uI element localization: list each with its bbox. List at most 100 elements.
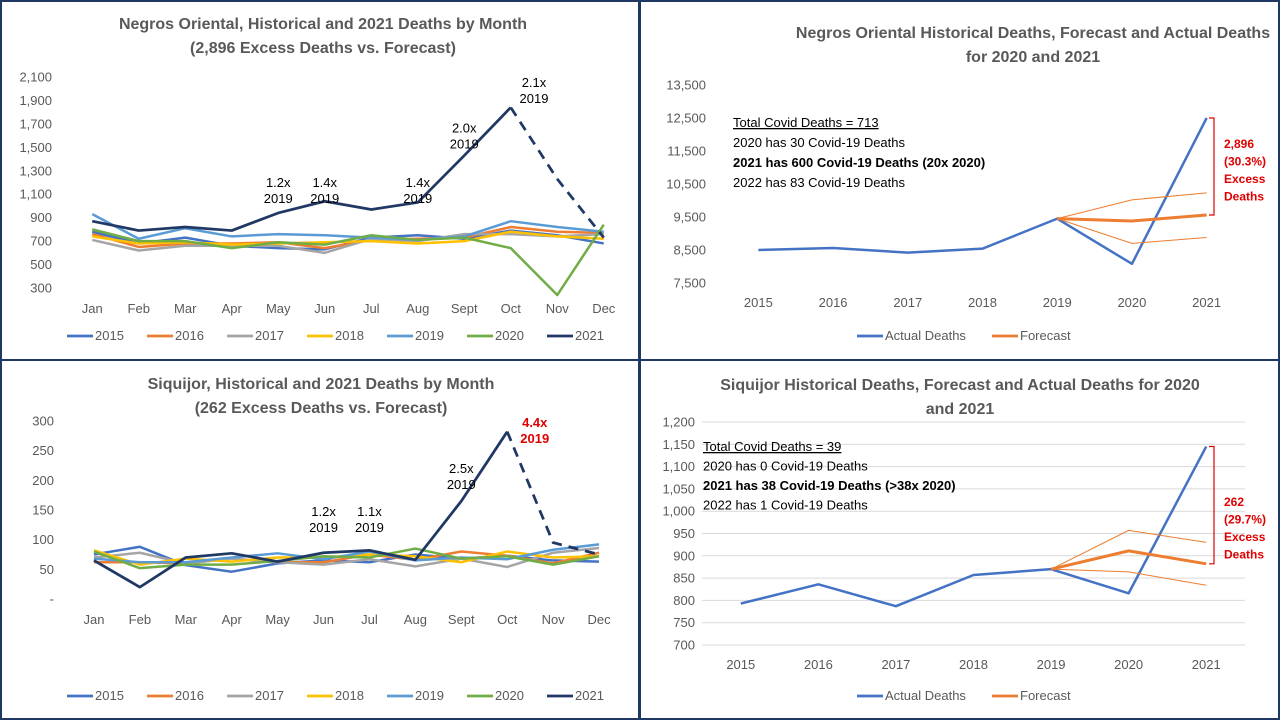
x-tick-label: Sept: [451, 301, 478, 316]
x-tick-label: May: [266, 301, 291, 316]
excess-deaths-label: Excess: [1224, 172, 1266, 186]
excess-bracket: [1209, 447, 1214, 564]
x-tick-label: Jul: [361, 612, 378, 627]
negros-oriental-monthly-panel: Negros Oriental, Historical and 2021 Dea…: [0, 0, 640, 361]
multiple-annotation: 1.1x: [357, 504, 382, 519]
legend-label: Actual Deaths: [885, 328, 966, 343]
y-tick-label: 800: [673, 593, 695, 608]
x-tick-label: Feb: [129, 612, 151, 627]
x-tick-label: Jan: [82, 301, 103, 316]
covid-note-line: 2020 has 0 Covid-19 Deaths: [703, 459, 868, 474]
chart-root: Negros Oriental, Historical and 2021 Dea…: [19, 16, 615, 343]
chart-title-line-2: (2,896 Excess Deaths vs. Forecast): [190, 40, 456, 57]
legend-label: 2016: [175, 328, 204, 343]
legend-label: 2021: [575, 328, 604, 343]
siquijor-monthly-chart: Siquijor, Historical and 2021 Deaths by …: [2, 361, 642, 722]
x-tick-label: Jun: [314, 301, 335, 316]
covid-note-line: Total Covid Deaths = 713: [733, 115, 879, 130]
x-tick-label: Nov: [546, 301, 570, 316]
covid-note-line: 2020 has 30 Covid-19 Deaths: [733, 135, 906, 150]
y-tick-label: 200: [32, 473, 54, 488]
y-tick-label: 900: [30, 210, 52, 225]
chart-root: Siquijor Historical Deaths, Forecast and…: [662, 377, 1266, 703]
x-tick-label: 2020: [1114, 657, 1143, 672]
x-tick-label: Mar: [174, 301, 197, 316]
x-tick-label: Apr: [222, 612, 243, 627]
y-tick-label: 12,500: [666, 111, 706, 126]
x-tick-label: Sept: [448, 612, 475, 627]
y-tick-label: 150: [32, 503, 54, 518]
y-tick-label: 700: [30, 234, 52, 249]
multiple-annotation: 2019: [310, 191, 339, 206]
chart-title-line-1: Negros Oriental, Historical and 2021 Dea…: [119, 16, 527, 33]
excess-deaths-label: (29.7%): [1224, 513, 1266, 527]
negros-oriental-annual-chart: Negros Oriental Historical Deaths, Forec…: [641, 2, 1280, 363]
x-tick-label: Nov: [542, 612, 566, 627]
chart-title-line-1: Siquijor, Historical and 2021 Deaths by …: [148, 376, 495, 393]
x-tick-label: Aug: [404, 612, 427, 627]
legend-label: 2017: [255, 328, 284, 343]
x-tick-label: 2017: [881, 657, 910, 672]
siquijor-annual-panel: Siquijor Historical Deaths, Forecast and…: [639, 359, 1280, 720]
y-tick-label: 1,050: [662, 481, 695, 496]
chart-title-line-2: for 2020 and 2021: [966, 49, 1100, 66]
multiple-annotation: 1.2x: [266, 175, 291, 190]
multiple-annotation: 2019: [309, 520, 338, 535]
x-tick-label: Feb: [128, 301, 150, 316]
excess-bracket: [1209, 118, 1214, 215]
chart-title-line-2: (262 Excess Deaths vs. Forecast): [195, 400, 448, 417]
negros-oriental-monthly-chart: Negros Oriental, Historical and 2021 Dea…: [2, 2, 642, 363]
y-tick-label: 13,500: [666, 78, 706, 93]
legend-label: 2019: [415, 328, 444, 343]
x-tick-label: 2021: [1192, 657, 1221, 672]
x-tick-label: 2021: [1192, 295, 1221, 310]
y-tick-label: 850: [673, 571, 695, 586]
chart-title-line-1: Negros Oriental Historical Deaths, Forec…: [796, 25, 1270, 42]
x-tick-label: Mar: [175, 612, 198, 627]
multiple-annotation: 2019: [450, 137, 479, 152]
x-tick-label: 2018: [959, 657, 988, 672]
chart-title-line-1: Siquijor Historical Deaths, Forecast and…: [720, 377, 1200, 394]
y-tick-label: 250: [32, 443, 54, 458]
y-tick-label: 1,000: [662, 504, 695, 519]
y-tick-label: 1,900: [19, 93, 52, 108]
multiple-annotation: 4.4x: [522, 415, 548, 430]
legend-label: 2018: [335, 688, 364, 703]
y-tick-label: -: [50, 592, 54, 607]
x-tick-label: Jul: [363, 301, 380, 316]
x-tick-label: 2015: [726, 657, 755, 672]
siquijor-annual-chart: Siquijor Historical Deaths, Forecast and…: [641, 361, 1280, 722]
x-tick-label: Apr: [222, 301, 243, 316]
series-forecast-range-line: [1057, 193, 1206, 219]
y-tick-label: 1,700: [19, 116, 52, 131]
y-tick-label: 1,200: [662, 415, 695, 430]
y-tick-label: 100: [32, 532, 54, 547]
x-tick-label: Oct: [501, 301, 522, 316]
y-tick-label: 2,100: [19, 70, 52, 85]
legend-label: 2019: [415, 688, 444, 703]
y-tick-label: 500: [30, 257, 52, 272]
x-tick-label: Jan: [83, 612, 104, 627]
chart-root: Negros Oriental Historical Deaths, Forec…: [666, 25, 1270, 343]
series-2021-dashed-line: [507, 432, 599, 555]
y-tick-label: 7,500: [673, 276, 706, 291]
x-tick-label: Jun: [313, 612, 334, 627]
legend-label: 2016: [175, 688, 204, 703]
y-tick-label: 950: [673, 526, 695, 541]
legend-label: 2021: [575, 688, 604, 703]
legend-label: Forecast: [1020, 328, 1071, 343]
x-tick-label: 2018: [968, 295, 997, 310]
legend-label: 2020: [495, 328, 524, 343]
excess-deaths-label: 262: [1224, 495, 1244, 509]
covid-note-line: Total Covid Deaths = 39: [703, 439, 841, 454]
x-tick-label: Aug: [406, 301, 429, 316]
multiple-annotation: 2019: [355, 520, 384, 535]
x-tick-label: 2016: [804, 657, 833, 672]
legend-label: Actual Deaths: [885, 688, 966, 703]
y-tick-label: 1,300: [19, 163, 52, 178]
x-tick-label: 2015: [744, 295, 773, 310]
covid-note-line: 2021 has 38 Covid-19 Deaths (>38x 2020): [703, 478, 956, 493]
y-tick-label: 50: [40, 562, 54, 577]
y-tick-label: 8,500: [673, 243, 706, 258]
series-2021-line: [92, 107, 511, 230]
